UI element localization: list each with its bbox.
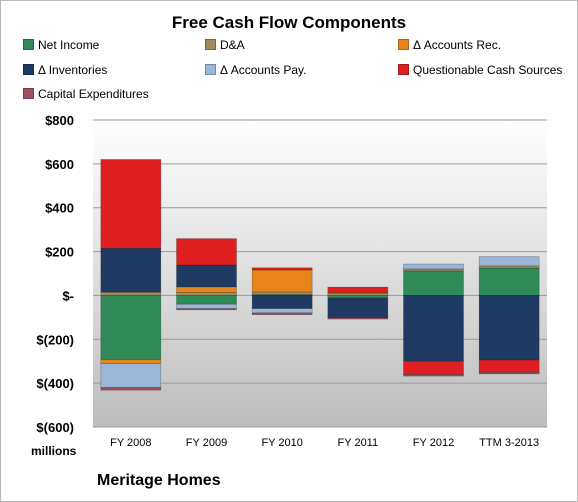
bar-delta-accounts-pay-fy-2012 (403, 263, 464, 270)
legend-label: Δ Accounts Rec. (413, 38, 502, 52)
bar-questionable-cash-sources-fy-2008 (100, 159, 162, 249)
bar-net-income-fy-2011 (327, 295, 389, 299)
legend-swatch (205, 39, 216, 50)
x-tick-label: FY 2011 (338, 437, 379, 449)
bar-capital-expenditures-fy-2011 (327, 317, 389, 320)
bar-delta-accounts-rec-fy-2009 (176, 286, 237, 293)
legend-swatch (23, 64, 34, 75)
bar-questionable-cash-sources-fy-2010 (251, 267, 313, 271)
legend-swatch (23, 88, 34, 99)
legend-item-delta-accounts-pay: Δ Accounts Pay. (205, 63, 307, 77)
y-tick-label: $200 (45, 245, 74, 260)
bar-d-a-ttm-3-2013 (478, 265, 540, 269)
bar-capital-expenditures-fy-2009 (176, 308, 237, 311)
bar-delta-accounts-rec-fy-2010 (251, 269, 313, 293)
bar-net-income-ttm-3-2013 (478, 267, 540, 296)
legend-swatch (398, 64, 409, 75)
x-tick-label: FY 2009 (186, 437, 227, 449)
bar-questionable-cash-sources-fy-2009 (176, 238, 237, 266)
bar-d-a-fy-2009 (176, 292, 237, 296)
bar-delta-accounts-pay-fy-2010 (251, 308, 313, 314)
legend-item-d-a: D&A (205, 38, 245, 52)
bar-delta-inventories-fy-2009 (176, 264, 237, 288)
legend-swatch (398, 39, 409, 50)
x-tick-label: TTM 3-2013 (479, 437, 539, 449)
bar-capital-expenditures-fy-2008 (100, 387, 162, 391)
bar-d-a-fy-2010 (251, 291, 313, 295)
bar-net-income-fy-2009 (176, 295, 237, 305)
bar-delta-inventories-fy-2012 (403, 295, 464, 362)
bar-questionable-cash-sources-fy-2011 (327, 286, 389, 293)
x-tick-label: FY 2012 (413, 437, 454, 449)
y-tick-label: $(600) (36, 420, 74, 435)
legend-item-questionable-cash-sources: Questionable Cash Sources (398, 63, 562, 77)
plot-background (93, 120, 547, 427)
bar-capital-expenditures-ttm-3-2013 (478, 371, 540, 375)
y-tick-label: $800 (45, 113, 74, 128)
y-tick-label: $- (62, 288, 74, 303)
legend-label: Net Income (38, 38, 100, 52)
bar-questionable-cash-sources-ttm-3-2013 (478, 359, 540, 373)
bar-d-a-fy-2008 (100, 291, 162, 296)
bar-delta-inventories-ttm-3-2013 (478, 295, 540, 361)
legend-label: Δ Inventories (38, 63, 108, 77)
bar-net-income-fy-2008 (100, 295, 162, 360)
units-label: millions (31, 444, 77, 458)
legend-item-delta-inventories: Δ Inventories (23, 63, 107, 77)
company-name: Meritage Homes (97, 472, 221, 489)
y-tick-label: $400 (45, 201, 74, 216)
legend-swatch (205, 64, 216, 75)
legend-swatch (23, 39, 34, 50)
legend-item-net-income: Net Income (23, 38, 99, 52)
x-tick-label: FY 2008 (110, 437, 151, 449)
legend-item-capital-expenditures: Capital Expenditures (23, 87, 149, 101)
bar-delta-inventories-fy-2008 (100, 247, 162, 293)
chart-title: Free Cash Flow Components (171, 13, 407, 32)
bar-questionable-cash-sources-fy-2012 (403, 360, 464, 375)
legend-label: D&A (220, 38, 245, 52)
bar-delta-accounts-pay-fy-2009 (176, 303, 237, 309)
legend-label: Questionable Cash Sources (413, 63, 563, 77)
bar-delta-inventories-fy-2010 (251, 295, 313, 309)
bar-capital-expenditures-fy-2012 (403, 374, 464, 377)
y-tick-label: $(400) (36, 376, 74, 391)
bar-delta-accounts-pay-fy-2008 (100, 363, 162, 388)
bar-net-income-fy-2012 (403, 270, 464, 296)
bar-delta-accounts-rec-fy-2008 (100, 359, 162, 364)
legend-item-delta-accounts-rec: Δ Accounts Rec. (398, 38, 501, 52)
bar-delta-inventories-fy-2011 (327, 297, 389, 319)
bar-delta-accounts-pay-ttm-3-2013 (478, 256, 540, 267)
x-tick-label: FY 2010 (261, 437, 302, 449)
legend-label: Δ Accounts Pay. (220, 63, 307, 77)
y-tick-label: $600 (45, 157, 74, 172)
y-tick-label: $(200) (36, 332, 74, 347)
bar-capital-expenditures-fy-2010 (251, 312, 313, 316)
legend-label: Capital Expenditures (38, 87, 149, 101)
